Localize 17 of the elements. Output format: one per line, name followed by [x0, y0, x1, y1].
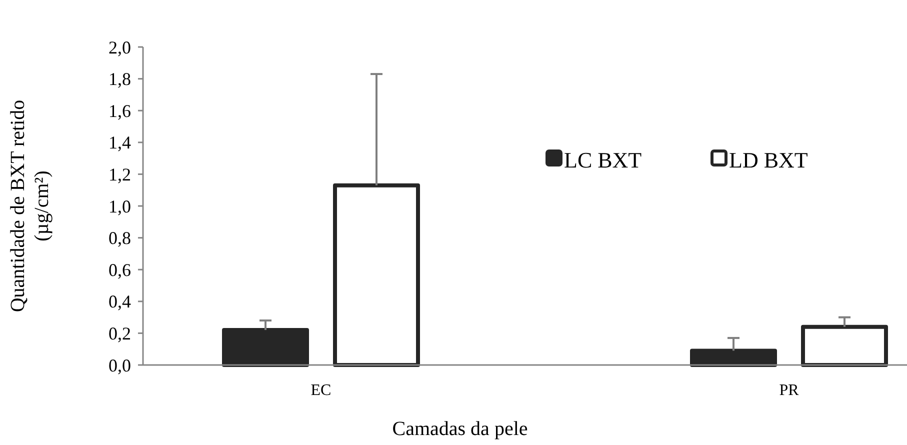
y-tick-label: 1,2	[108, 164, 131, 184]
legend-label: LD BXT	[729, 148, 808, 173]
y-tick-label: 1,0	[108, 196, 131, 216]
y-axis-title: Quantidade de BXT retido (µg/cm²)	[7, 100, 53, 312]
y-tick-label: 0,4	[108, 292, 131, 312]
y-tick-label: 1,4	[108, 132, 131, 153]
y-tick-label: 0,2	[108, 324, 131, 344]
x-tick-label: EC	[310, 382, 332, 399]
y-tick-label: 0,8	[108, 228, 131, 248]
y-tick-label: 0,6	[108, 260, 131, 280]
y-tick-label: 2,0	[108, 37, 131, 58]
y-tick-label: 0,0	[108, 355, 131, 376]
y-tick-label: 1,6	[108, 100, 131, 121]
legend-label: LC BXT	[564, 148, 642, 173]
y-tick-label: 1,8	[108, 69, 131, 90]
x-axis-title: Camadas da pele	[392, 418, 528, 440]
x-tick-label: PR	[779, 382, 800, 399]
